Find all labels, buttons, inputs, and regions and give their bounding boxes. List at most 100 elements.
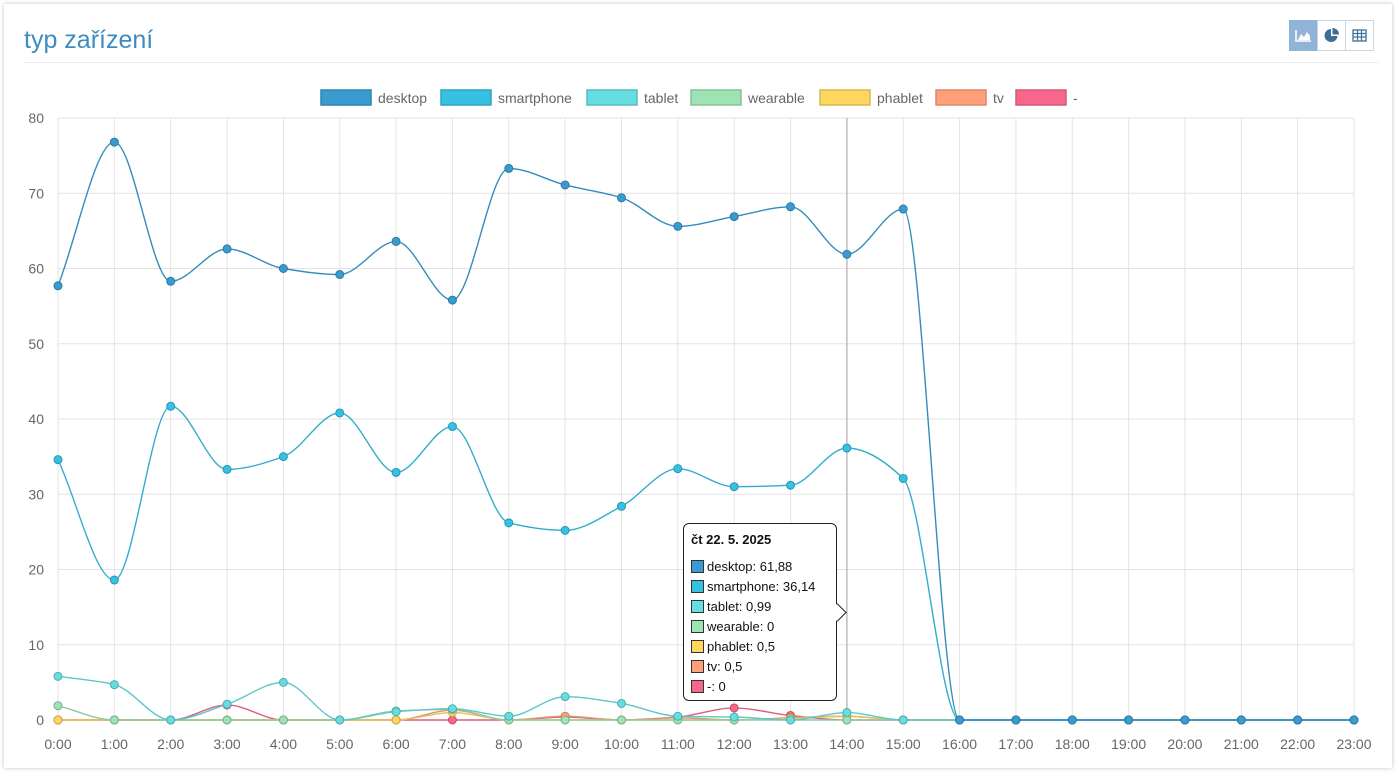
data-point[interactable]	[391, 236, 401, 246]
data-point[interactable]	[1011, 715, 1021, 725]
tooltip-swatch	[691, 579, 704, 593]
data-point[interactable]	[53, 701, 63, 711]
tooltip-swatch	[691, 619, 704, 633]
data-point[interactable]	[447, 422, 457, 432]
data-point[interactable]	[673, 711, 683, 721]
x-tick-label: 6:00	[382, 736, 409, 752]
data-point[interactable]	[729, 212, 739, 222]
table-icon	[1352, 29, 1367, 42]
y-tick-label: 30	[28, 486, 44, 502]
data-point[interactable]	[391, 467, 401, 477]
tooltip-row: -: 0	[691, 676, 829, 696]
data-point[interactable]	[673, 464, 683, 474]
data-point[interactable]	[1124, 715, 1134, 725]
data-point[interactable]	[447, 295, 457, 305]
data-point[interactable]	[616, 715, 626, 725]
data-point[interactable]	[616, 193, 626, 203]
data-point[interactable]	[729, 482, 739, 492]
data-point[interactable]	[786, 715, 796, 725]
tooltip-text: tv: 0,5	[707, 658, 743, 674]
data-point[interactable]	[166, 401, 176, 411]
data-point[interactable]	[504, 518, 514, 528]
tooltip-row: tv: 0,5	[691, 656, 829, 676]
tooltip-text: smartphone: 36,14	[707, 578, 816, 594]
data-point[interactable]	[1067, 715, 1077, 725]
data-point[interactable]	[335, 270, 345, 280]
data-point[interactable]	[278, 677, 288, 687]
data-point[interactable]	[109, 715, 119, 725]
data-point[interactable]	[335, 715, 345, 725]
data-point[interactable]	[109, 680, 119, 690]
data-point[interactable]	[278, 264, 288, 273]
data-point[interactable]	[166, 276, 176, 286]
data-point[interactable]	[560, 715, 570, 725]
data-point[interactable]	[616, 501, 626, 511]
y-tick-label: 40	[28, 411, 44, 427]
data-point[interactable]	[109, 575, 119, 585]
data-point[interactable]	[786, 202, 796, 212]
legend-swatch	[586, 89, 638, 106]
table-view-button[interactable]	[1345, 20, 1374, 51]
data-point[interactable]	[222, 715, 232, 725]
legend-label: tv	[993, 90, 1004, 106]
data-point[interactable]	[278, 452, 288, 462]
data-point[interactable]	[955, 715, 965, 725]
data-point[interactable]	[842, 715, 852, 725]
data-point[interactable]	[53, 455, 63, 465]
data-point[interactable]	[222, 464, 232, 474]
data-point[interactable]	[560, 692, 570, 702]
panel-title: typ zařízení	[24, 26, 154, 54]
data-point[interactable]	[842, 708, 852, 718]
data-point[interactable]	[391, 707, 401, 717]
data-point[interactable]	[53, 715, 63, 725]
data-point[interactable]	[673, 221, 683, 231]
data-point[interactable]	[560, 525, 570, 535]
data-point[interactable]	[504, 163, 514, 173]
data-point[interactable]	[898, 204, 908, 214]
x-tick-label: 10:00	[604, 736, 639, 752]
x-tick-label: 12:00	[717, 736, 752, 752]
data-point[interactable]	[729, 703, 739, 713]
pie-chart-icon	[1324, 28, 1339, 42]
legend-item[interactable]: phablet	[819, 89, 923, 106]
data-point[interactable]	[1180, 715, 1190, 725]
data-point[interactable]	[447, 704, 457, 714]
data-point[interactable]	[1293, 715, 1303, 725]
legend-label: desktop	[378, 90, 427, 106]
data-point[interactable]	[898, 715, 908, 725]
data-point[interactable]	[504, 711, 514, 721]
x-tick-label: 3:00	[213, 736, 240, 752]
data-point[interactable]	[335, 408, 345, 418]
data-point[interactable]	[1236, 715, 1246, 725]
legend-item[interactable]: desktop	[320, 89, 427, 106]
legend-label: smartphone	[498, 90, 572, 106]
data-point[interactable]	[222, 699, 232, 709]
legend-item[interactable]: tablet	[586, 89, 678, 106]
data-point[interactable]	[53, 281, 63, 291]
x-tick-label: 0:00	[44, 736, 71, 752]
x-tick-label: 19:00	[1111, 736, 1146, 752]
legend-item[interactable]: smartphone	[440, 89, 572, 106]
legend-item[interactable]: -	[1015, 89, 1078, 106]
data-point[interactable]	[447, 715, 457, 725]
legend-item[interactable]: tv	[935, 89, 1004, 106]
data-point[interactable]	[1349, 715, 1359, 725]
data-point[interactable]	[786, 480, 796, 490]
data-point[interactable]	[729, 712, 739, 722]
data-point[interactable]	[898, 473, 908, 483]
y-tick-label: 50	[28, 336, 44, 352]
data-point[interactable]	[842, 249, 852, 259]
data-point[interactable]	[222, 244, 232, 254]
data-point[interactable]	[616, 698, 626, 708]
data-point[interactable]	[109, 137, 119, 147]
data-point[interactable]	[391, 715, 401, 725]
data-point[interactable]	[278, 715, 288, 725]
tooltip-text: tablet: 0,99	[707, 598, 772, 614]
data-point[interactable]	[53, 671, 63, 681]
data-point[interactable]	[842, 443, 852, 453]
legend-item[interactable]: wearable	[690, 89, 805, 106]
data-point[interactable]	[166, 715, 176, 725]
series-desktop	[53, 137, 1359, 725]
data-point[interactable]	[560, 180, 570, 190]
x-tick-label: 2:00	[157, 736, 184, 752]
